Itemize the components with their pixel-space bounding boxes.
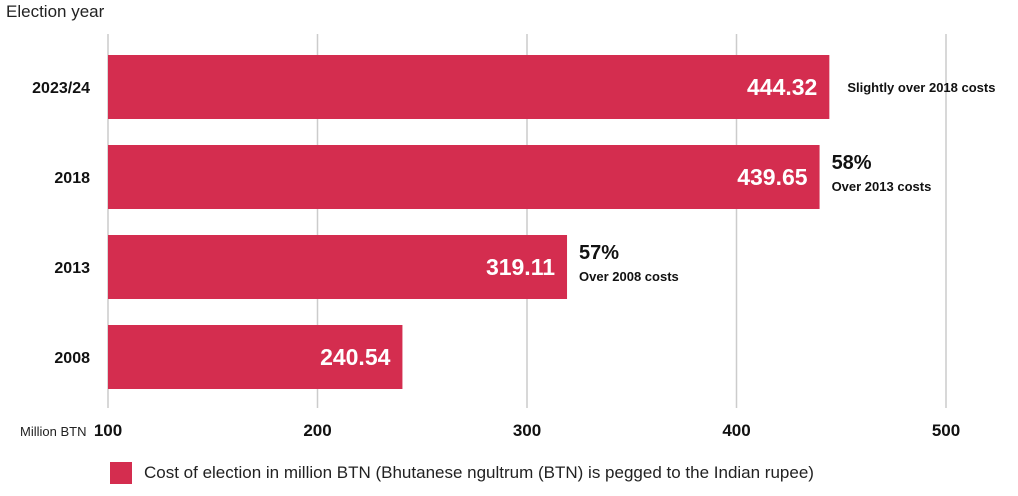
legend-swatch [110, 462, 132, 484]
bar [108, 145, 820, 209]
bar [108, 235, 568, 299]
x-tick-label: 100 [94, 421, 122, 440]
x-tick-label: 500 [932, 421, 960, 440]
x-tick-label: 300 [513, 421, 541, 440]
legend: Cost of election in million BTN (Bhutane… [110, 462, 814, 484]
y-axis-title: Election year [6, 2, 105, 21]
annotation-note: Slightly over 2018 costs [847, 80, 995, 95]
category-label: 2023/24 [32, 80, 90, 97]
x-tick-label: 200 [303, 421, 331, 440]
legend-label: Cost of election in million BTN (Bhutane… [144, 463, 814, 482]
category-label: 2018 [54, 170, 90, 187]
bar-value-label: 240.54 [320, 344, 391, 370]
bar-value-label: 439.65 [737, 164, 808, 190]
x-tick-label: 400 [722, 421, 750, 440]
bar-value-label: 319.11 [486, 254, 555, 280]
bar-chart: 100 200 300 400 500 Million BTN 2023/24 444.32 S… [20, 34, 995, 440]
annotation-note: Over 2013 costs [832, 179, 932, 194]
annotation-percent: 58% [832, 152, 872, 174]
x-axis-unit: Million BTN [20, 424, 86, 439]
bar-value-label: 444.32 [747, 74, 817, 100]
category-label: 2008 [54, 350, 90, 367]
annotation-percent: 57% [579, 242, 619, 264]
bar [108, 55, 830, 119]
category-label: 2013 [54, 260, 90, 277]
bar [108, 325, 403, 389]
annotation-note: Over 2008 costs [579, 269, 679, 284]
